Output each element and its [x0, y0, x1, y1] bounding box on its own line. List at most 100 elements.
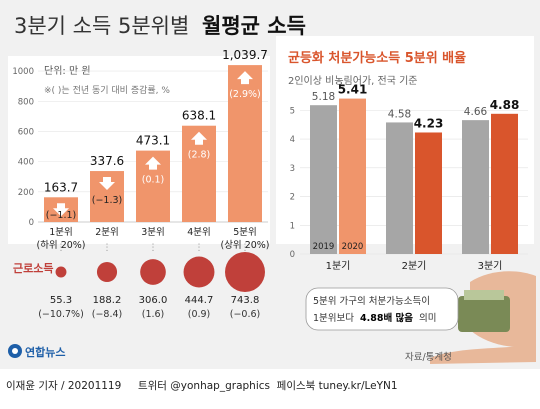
- right-ytick-label: 0: [290, 250, 295, 260]
- left-value-label: 1,039.7: [222, 48, 268, 62]
- right-ytick-label: 5: [290, 106, 295, 116]
- left-change-label: (−1.1): [46, 210, 76, 221]
- left-change-label: (−1.3): [92, 195, 122, 206]
- bubble-mark: [55, 266, 67, 278]
- arrow-down-icon: [53, 203, 69, 217]
- bubble-dot-divider: ⋮: [103, 243, 112, 253]
- arm-shape: [430, 344, 536, 364]
- left-category-label: 4분위: [187, 226, 211, 238]
- bubble-row: ⋮ 55.3 (−10.7%) ⋮ 188.2 (−8.4) ⋮ 306.0 (1.6) ⋮ 444…: [38, 243, 265, 320]
- logo-text: 연합뉴스: [25, 345, 65, 359]
- arrow-down-icon: [99, 177, 115, 191]
- right-ytick-label: 1: [290, 221, 295, 231]
- bubble-dot-divider: ⋮: [241, 243, 250, 253]
- arrow-up-icon: [145, 156, 161, 170]
- callout-line2-bold: 4.88배 많음: [360, 312, 413, 324]
- right-value-label: 5.18: [312, 91, 335, 103]
- right-ytick-label: 2: [290, 193, 295, 203]
- left-ytick-label: 600: [18, 127, 34, 137]
- bubble-change-label: (−0.6): [230, 309, 260, 320]
- page-title: 3분기 소득 5분위별 월평균 소득: [14, 14, 306, 38]
- bubble-value-label: 55.3: [50, 295, 72, 306]
- left-category-label: 1분위: [49, 226, 73, 238]
- right-bar: [310, 105, 337, 255]
- right-y-axis: 0 1 2 3 4 5: [290, 106, 528, 260]
- left-change-label: (0.1): [142, 175, 165, 186]
- bubble-change-label: (−10.7%): [38, 309, 84, 320]
- bubble-dot-divider: ⋮: [195, 243, 204, 253]
- right-bar: [462, 120, 489, 254]
- bubble-value-label: 444.7: [185, 295, 214, 306]
- yonhap-logo: 연합뉴스: [8, 344, 65, 359]
- right-bar: [339, 98, 366, 255]
- left-category-label: (상위 20%): [220, 239, 269, 251]
- right-ytick-label: 4: [290, 135, 295, 145]
- right-value-label: 4.23: [414, 116, 444, 130]
- left-category-label: 3분위: [141, 226, 165, 238]
- bubble-change-label: (−8.4): [92, 309, 122, 320]
- credit-line: 이재윤 기자 / 20201119 트위터 @yonhap_graphics 페…: [6, 379, 398, 392]
- callout-bubble: [305, 287, 459, 331]
- callout-line1: 5분위 가구의 처분가능소득이: [313, 295, 430, 307]
- right-chart-subtitle: 2인이상 비농림어가, 전국 기준: [288, 75, 417, 87]
- left-ytick-label: 800: [18, 97, 34, 107]
- right-value-label: 4.58: [388, 108, 411, 120]
- footer: [0, 369, 540, 409]
- right-bar: [491, 113, 518, 254]
- wallet-illustration: [430, 271, 536, 364]
- right-series-label: 2019: [313, 242, 335, 252]
- bubble-value-label: 743.8: [231, 295, 260, 306]
- left-ytick-label: 200: [18, 188, 34, 198]
- right-ytick-label: 3: [290, 164, 295, 174]
- bubble-dot-divider: ⋮: [57, 243, 66, 253]
- right-value-label: 4.88: [490, 98, 520, 112]
- bubble-change-label: (1.6): [142, 309, 165, 320]
- right-bar: [386, 122, 413, 254]
- left-note: ※( )는 전년 동기 대비 증감률, %: [44, 84, 170, 96]
- left-category-label: (하위 20%): [36, 239, 85, 251]
- left-value-label: 638.1: [182, 109, 216, 123]
- right-categories: 1분기 2분기 3분기: [326, 260, 503, 272]
- right-value-label: 4.66: [464, 106, 488, 118]
- right-bar: [415, 132, 442, 254]
- right-category-label: 1분기: [326, 260, 351, 272]
- left-value-label: 337.6: [90, 154, 124, 168]
- left-category-label: 5분위: [233, 226, 257, 238]
- bubble-side-label: 근로소득: [13, 262, 53, 275]
- bubble-mark: [140, 259, 166, 285]
- source-note: 자료/통계청: [405, 351, 452, 363]
- bubble-value-label: 306.0: [139, 295, 168, 306]
- right-series-label: 2020: [342, 242, 364, 252]
- left-change-label: (2.8): [188, 150, 211, 161]
- bubble-mark: [225, 252, 265, 292]
- left-ytick-label: 400: [18, 158, 34, 168]
- logo-mark-inner: [12, 348, 18, 354]
- callout-line2-post: 의미: [419, 313, 436, 324]
- callout-box: 5분위 가구의 처분가능소득이 1분위보다 4.88배 많음 의미: [305, 287, 459, 331]
- arrow-up-icon: [191, 131, 207, 145]
- right-bars: 5.18 2019 5.41 2020 4.584.23 4.664.88: [310, 83, 520, 255]
- callout-line2: 1분위보다 4.88배 많음 의미: [313, 312, 437, 324]
- title-light: 3분기 소득 5분위별: [14, 14, 189, 38]
- title-bold: 월평균 소득: [202, 14, 306, 38]
- right-chart-title: 균등화 처분가능소득 5분위 배율: [288, 50, 466, 66]
- left-value-label: 163.7: [44, 180, 78, 194]
- left-categories: 1분위(하위 20%) 2분위 3분위 4분위 5분위(상위 20%): [36, 226, 269, 251]
- bubble-dot-divider: ⋮: [149, 243, 158, 253]
- arrow-up-icon: [237, 71, 253, 85]
- left-unit: 단위: 만 원: [44, 64, 91, 77]
- callout-line2-pre: 1분위보다: [313, 312, 354, 324]
- right-category-label: 3분기: [478, 260, 503, 272]
- wallet-body: [458, 296, 510, 332]
- right-value-label: 5.41: [338, 83, 368, 97]
- left-category-label: 2분위: [95, 226, 119, 238]
- wallet-money: [464, 290, 504, 300]
- left-value-label: 473.1: [136, 134, 170, 148]
- right-category-label: 2분기: [402, 260, 427, 272]
- left-change-label: (2.9%): [229, 89, 261, 100]
- bubble-mark: [96, 261, 118, 283]
- bubble-mark: [183, 256, 215, 288]
- left-ytick-label: 0: [29, 218, 34, 228]
- bubble-change-label: (0.9): [188, 309, 211, 320]
